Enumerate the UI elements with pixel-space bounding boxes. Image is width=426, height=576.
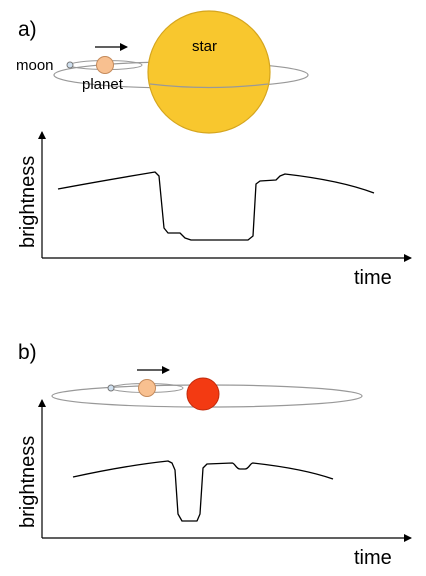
planet-label: planet bbox=[82, 76, 124, 93]
panel-a: a) star moon planet brightness time bbox=[16, 11, 411, 289]
panel-b: b) brightness time bbox=[17, 341, 411, 569]
moon-label: moon bbox=[16, 57, 54, 74]
moon-a bbox=[67, 62, 73, 68]
y-axis-label-b: brightness bbox=[17, 436, 39, 528]
star-b bbox=[187, 378, 219, 410]
star-label: star bbox=[192, 38, 217, 55]
panel-a-label: a) bbox=[18, 18, 37, 41]
planet-a bbox=[97, 57, 114, 74]
star-a bbox=[148, 11, 270, 133]
moon-b bbox=[108, 385, 114, 391]
x-axis-label-b: time bbox=[354, 547, 392, 569]
planet-b bbox=[139, 380, 156, 397]
y-axis-label-a: brightness bbox=[17, 156, 39, 248]
panel-b-label: b) bbox=[18, 341, 37, 364]
light-curve-b bbox=[73, 461, 333, 521]
light-curve-a bbox=[58, 172, 374, 240]
x-axis-label-a: time bbox=[354, 267, 392, 289]
